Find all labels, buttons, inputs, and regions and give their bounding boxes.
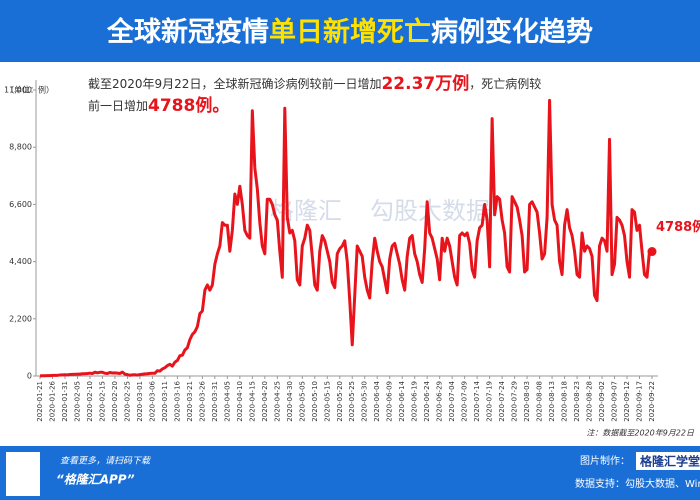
- x-tick-label: 2020-05-05: [298, 381, 306, 422]
- x-tick-label: 2020-04-10: [236, 381, 244, 422]
- note: 注：数据截至2020年9月22日: [586, 429, 695, 438]
- x-tick-label: 2020-06-19: [411, 381, 419, 422]
- y-tick-label: 6,600: [9, 200, 32, 209]
- x-tick-label: 2020-05-25: [348, 381, 356, 422]
- title-part: 单日新增死亡: [269, 16, 431, 48]
- x-tick-label: 2020-07-19: [486, 381, 494, 422]
- annotation-part: 22.37万例: [381, 73, 469, 94]
- x-tick-label: 2020-02-05: [73, 381, 81, 422]
- series-line: [39, 98, 653, 378]
- x-tick-label: 2020-01-31: [61, 381, 69, 422]
- x-tick-label: 2020-08-13: [548, 381, 556, 422]
- annotation: 前一日增加4788例。: [88, 95, 229, 116]
- x-tick-label: 2020-08-08: [536, 381, 544, 422]
- y-tick-label: 0: [27, 372, 32, 381]
- x-tick-label: 2020-04-15: [248, 381, 256, 422]
- x-tick-label: 2020-07-14: [473, 380, 481, 421]
- x-tick-label: 2020-05-15: [323, 381, 331, 422]
- unit-label: （单位：例）: [6, 85, 54, 95]
- x-tick-label: 2020-07-09: [461, 381, 469, 422]
- x-tick-label: 2020-09-12: [623, 381, 631, 422]
- x-tick-label: 2020-03-16: [173, 380, 181, 421]
- chart-title: 全球新冠疫情单日新增死亡病例变化趋势: [106, 16, 593, 48]
- footer-text: 格隆汇学堂: [640, 454, 700, 469]
- annotation-part: 截至2020年9月22日，全球新冠确诊病例较前一日增加: [88, 76, 381, 91]
- x-tick-label: 2020-06-29: [436, 381, 444, 422]
- y-tick-label: 11,000: [4, 86, 32, 95]
- x-tick-label: 2020-02-15: [98, 381, 106, 422]
- annotation-part: 前一日增加: [88, 98, 148, 113]
- x-tick-label: 2020-02-20: [111, 381, 119, 422]
- footer-text: 查看更多，请扫码下载: [60, 456, 151, 467]
- annotation-part: ，死亡病例较: [469, 76, 541, 91]
- x-tick-label: 2020-08-23: [573, 381, 581, 422]
- x-tick-label: 2020-04-20: [261, 381, 269, 422]
- x-tick-label: 2020-06-24: [423, 380, 431, 421]
- title-part: 全球新冠疫情: [106, 16, 269, 48]
- qr-code: [6, 452, 40, 496]
- annotation-part: 4788例。: [148, 95, 229, 116]
- x-tick-label: 2020-04-30: [286, 381, 294, 422]
- watermark: 格隆汇: [270, 197, 342, 225]
- x-tick-label: 2020-06-09: [386, 381, 394, 422]
- x-tick-label: 2020-09-22: [648, 381, 656, 422]
- x-tick-label: 2020-03-11: [161, 381, 169, 422]
- x-tick-label: 2020-08-28: [586, 381, 594, 422]
- x-tick-label: 2020-07-04: [448, 380, 456, 421]
- x-tick-label: 2020-07-24: [498, 380, 506, 421]
- x-tick-label: 2020-02-10: [86, 381, 94, 422]
- end-point: [647, 247, 657, 257]
- y-tick-label: 8,800: [9, 143, 32, 152]
- footer-text: “格隆汇APP”: [56, 473, 135, 487]
- x-tick-label: 2020-03-01: [136, 381, 144, 422]
- x-tick-label: 2020-06-14: [398, 380, 406, 421]
- footer-text: 图片制作：: [580, 454, 630, 467]
- x-tick-label: 2020-04-05: [223, 381, 231, 422]
- x-tick-label: 2020-09-02: [598, 381, 606, 422]
- x-tick-label: 2020-02-25: [123, 381, 131, 422]
- x-tick-label: 2020-05-10: [311, 381, 319, 422]
- x-tick-label: 2020-05-20: [336, 381, 344, 422]
- y-tick-label: 4,400: [9, 257, 32, 266]
- x-tick-label: 2020-03-31: [211, 381, 219, 422]
- x-tick-label: 2020-01-26: [48, 380, 56, 421]
- x-tick-label: 2020-06-04: [373, 380, 381, 421]
- x-tick-label: 2020-04-25: [273, 381, 281, 422]
- x-tick-label: 2020-05-30: [361, 381, 369, 422]
- end-label: 4788例: [656, 219, 700, 235]
- x-tick-label: 2020-09-17: [636, 381, 644, 422]
- x-tick-label: 2020-03-26: [198, 380, 206, 421]
- annotation: 截至2020年9月22日，全球新冠确诊病例较前一日增加22.37万例，死亡病例较: [88, 73, 541, 94]
- x-tick-label: 2020-07-29: [511, 381, 519, 422]
- footer-text: 数据支持：勾股大数据、Wind: [575, 477, 700, 490]
- x-tick-label: 2020-08-18: [561, 381, 569, 422]
- x-tick-label: 2020-01-21: [36, 381, 44, 422]
- x-tick-label: 2020-03-06: [148, 380, 156, 421]
- chart-panel: [0, 62, 700, 446]
- x-tick-label: 2020-09-07: [611, 381, 619, 422]
- brand-badge: [636, 452, 700, 470]
- x-tick-label: 2020-03-21: [186, 381, 194, 422]
- title-part: 病例变化趋势: [431, 16, 593, 48]
- x-tick-label: 2020-08-03: [523, 381, 531, 422]
- y-tick-label: 2,200: [9, 314, 32, 323]
